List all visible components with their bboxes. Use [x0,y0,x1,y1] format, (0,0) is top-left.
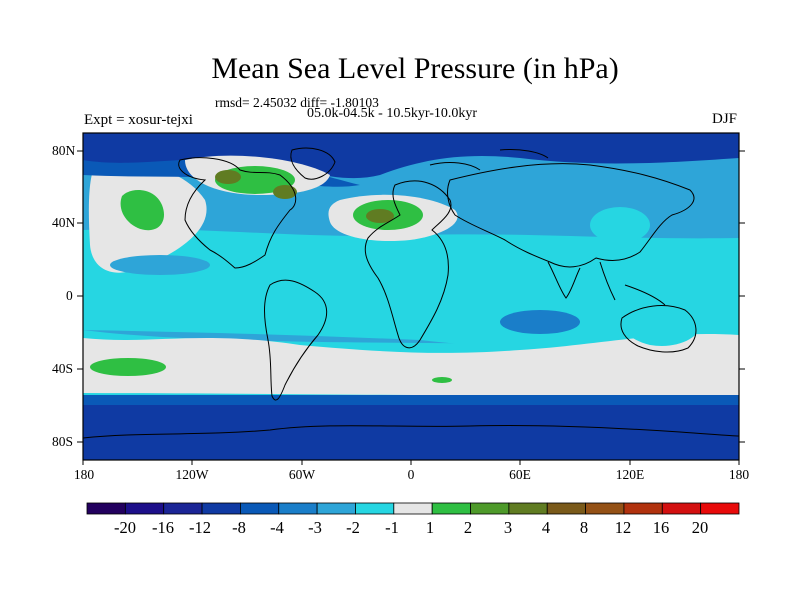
colorbar-label: 16 [652,518,670,537]
field-east-asia [590,207,650,243]
field-indian-low [500,310,580,334]
field-satlantic-green [432,377,452,383]
colorbar-label: -20 [114,518,136,537]
field-pacific-mid [110,255,210,275]
colorbar-label: -16 [152,518,174,537]
colorbar-label: -4 [270,518,284,537]
colorbar-label: 3 [503,518,513,537]
colorbar-label: -8 [232,518,246,537]
coast-europe-africa [364,180,452,349]
axis-ticks [77,150,745,465]
field-arctic [83,133,739,179]
lon-label-0: 0 [407,467,415,482]
coast-antarctica [83,424,739,439]
stats-label: rmsd= 2.45032 diff= -1.80103 [215,95,379,110]
coast-arctic-islands [429,149,549,171]
colorbar-swatch [546,502,586,515]
colorbar-swatch [508,502,548,515]
colorbar-swatch [316,502,356,515]
field-south-white [83,333,739,397]
coast-india [547,261,581,299]
field-spacific-green [90,358,166,376]
coast-se-asia [599,261,666,306]
colorbar-label: 12 [614,518,632,537]
season-label: DJF [712,111,738,127]
lat-label-80n: 80N [52,143,76,158]
field-canada-max-2 [273,185,297,199]
field-antarctica [83,405,739,460]
period-label: 05.0k-04.5k - 10.5kyr-10.0kyr [307,106,478,121]
field-australia [620,305,701,346]
colorbar-swatch [124,502,165,515]
experiment-label: Expt = xosur-tejxi [84,112,193,128]
lon-label-60w: 60W [288,467,316,482]
colorbar [86,502,740,515]
colorbar-label: 20 [691,518,709,537]
colorbar-label: -3 [308,518,322,537]
field-npacific-green [120,189,165,231]
colorbar-swatch [163,502,203,515]
colorbar-label: -2 [346,518,360,537]
colorbar-swatch [585,502,625,515]
coastlines [83,147,739,439]
colorbar-label: -12 [189,518,211,537]
colorbar-swatch [240,502,280,515]
colorbar-label: 4 [541,518,551,537]
colorbar-swatch [86,502,126,515]
coast-australia [620,305,697,353]
lon-label-120e: 120E [615,467,645,482]
colorbar-label: 8 [579,518,589,537]
colorbar-label: 2 [463,518,473,537]
field-sahara-max [366,209,394,223]
field-canada-max-1 [215,170,241,184]
colorbar-swatch [278,502,318,515]
lon-label-180w: 180 [73,467,95,482]
colorbar-label: -1 [385,518,399,537]
lat-label-eq: 0 [66,288,73,303]
colorbar-swatch [470,502,510,515]
coast-greenland [290,147,336,180]
colorbar-swatch [661,502,702,515]
lon-label-120w: 120W [175,467,209,482]
colorbar-swatch [700,502,740,515]
colorbar-swatch [355,502,395,515]
lat-label-80s: 80S [52,434,74,449]
lat-label-40n: 40N [52,215,76,230]
page-title: Mean Sea Level Pressure (in hPa) [211,52,619,85]
lon-label-180e: 180 [728,467,750,482]
colorbar-swatch [201,502,241,515]
colorbar-swatch [623,502,663,515]
colorbar-swatch [431,502,471,515]
lon-label-60e: 60E [509,467,531,482]
coast-asia [447,163,695,268]
coast-south-america [264,279,328,401]
pressure-field [83,133,739,460]
colorbar-swatch [393,502,433,515]
coast-north-america [178,157,297,269]
lat-label-40s: 40S [52,361,74,376]
colorbar-label: 1 [425,518,435,537]
